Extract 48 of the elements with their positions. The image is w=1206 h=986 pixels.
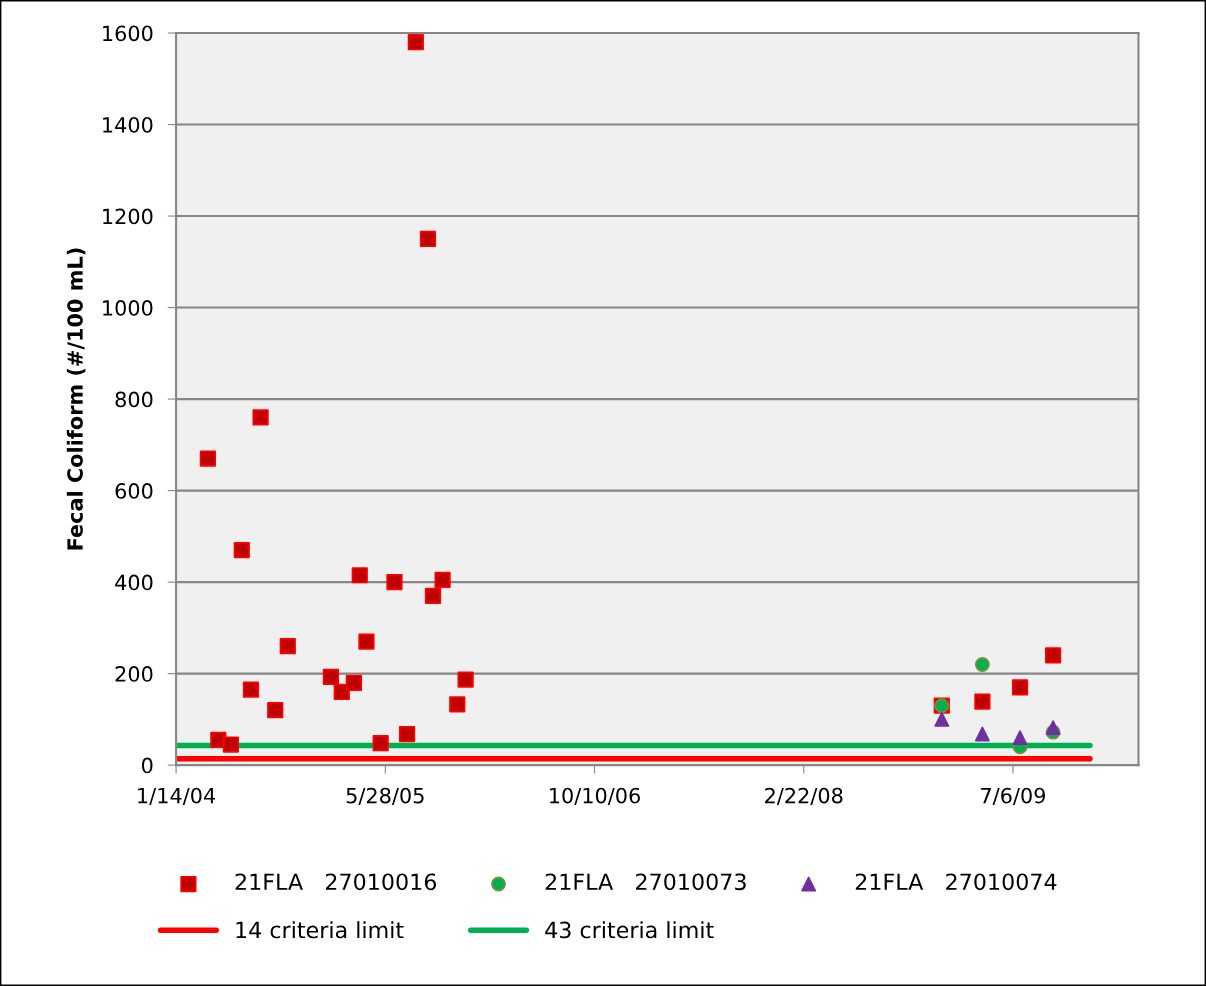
x-tick-label: 1/14/04 bbox=[138, 787, 216, 806]
legend-label: 21FLA 27010073 bbox=[545, 873, 746, 891]
point bbox=[934, 711, 950, 727]
y-tick-label: 400 bbox=[115, 574, 153, 591]
y-tick-label: 600 bbox=[115, 483, 153, 499]
y-tick-label: 0 bbox=[141, 757, 153, 774]
x-tick-label: 5/28/05 bbox=[346, 787, 424, 806]
point bbox=[322, 668, 340, 685]
y-axis-title: Fecal Coliform (#/100 mL) bbox=[66, 248, 86, 550]
point bbox=[345, 674, 363, 691]
point bbox=[1012, 730, 1028, 746]
point bbox=[252, 409, 269, 426]
point bbox=[407, 34, 424, 51]
point bbox=[974, 726, 990, 742]
x-tick-label: 7/6/09 bbox=[981, 787, 1045, 806]
x-tick-label: 2/22/08 bbox=[765, 787, 843, 806]
point bbox=[398, 725, 416, 743]
y-tick-label: 800 bbox=[115, 391, 153, 408]
point bbox=[419, 230, 437, 248]
point bbox=[199, 450, 216, 467]
y-tick-label: 1000 bbox=[103, 300, 153, 316]
legend-label: 43 criteria limit bbox=[545, 921, 714, 939]
point bbox=[358, 633, 375, 650]
point bbox=[1044, 647, 1062, 664]
y-tick-label: 1200 bbox=[103, 208, 153, 225]
point bbox=[434, 571, 451, 588]
point bbox=[457, 671, 474, 688]
x-tick-label: 10/10/06 bbox=[550, 787, 640, 806]
point bbox=[267, 702, 284, 719]
point bbox=[279, 638, 296, 655]
point bbox=[1045, 720, 1061, 736]
y-tick-label: 200 bbox=[115, 666, 153, 682]
legend-label: 21FLA 27010016 bbox=[235, 873, 437, 891]
point bbox=[424, 587, 442, 604]
legend-label: 21FLA 27010074 bbox=[855, 873, 1057, 891]
point bbox=[974, 693, 991, 710]
point bbox=[372, 735, 389, 752]
point bbox=[351, 567, 368, 584]
point bbox=[242, 681, 260, 698]
point bbox=[233, 541, 250, 559]
legend-label: 14 criteria limit bbox=[236, 921, 404, 939]
point bbox=[1011, 679, 1029, 696]
point bbox=[386, 573, 403, 591]
y-tick-label: 1400 bbox=[103, 117, 153, 133]
point bbox=[974, 657, 990, 672]
point bbox=[222, 736, 240, 753]
y-tick-label: 1600 bbox=[103, 25, 153, 42]
point bbox=[449, 696, 466, 713]
